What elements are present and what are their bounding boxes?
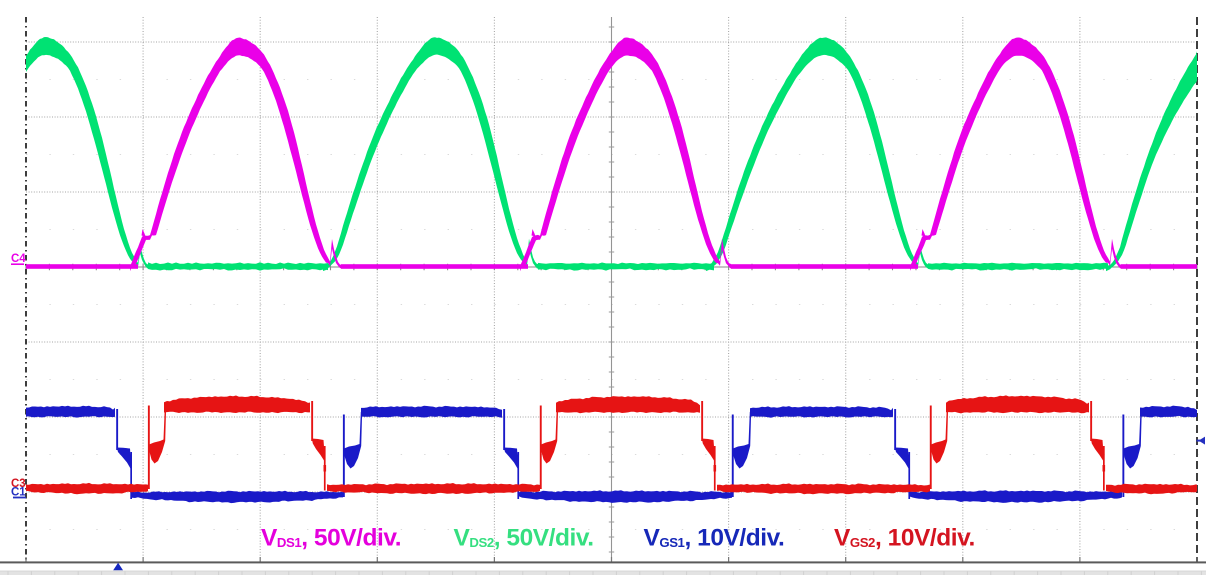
svg-text:C4: C4 <box>11 253 26 265</box>
svg-text:C3: C3 <box>11 478 26 490</box>
svg-text:C1: C1 <box>11 487 26 499</box>
